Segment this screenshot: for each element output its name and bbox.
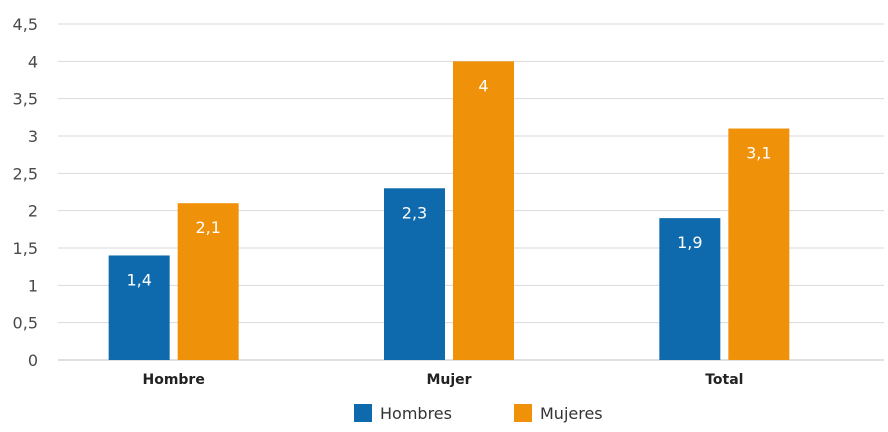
- bar-hombres-mujer: [384, 188, 445, 360]
- data-label: 1,4: [126, 270, 151, 289]
- data-label: 2,3: [402, 203, 427, 222]
- bar-mujeres-mujer: [453, 61, 514, 360]
- x-axis-category-labels: Hombre Mujer Total: [142, 372, 743, 388]
- y-tick-label: 4,5: [13, 15, 38, 34]
- bar-mujeres-hombre: [177, 203, 239, 360]
- data-labels: 1,4 2,1 2,3 4 1,9 3,1: [126, 76, 771, 289]
- category-label: Hombre: [142, 372, 204, 388]
- bars: [108, 61, 790, 360]
- y-tick-label: 4: [28, 52, 38, 71]
- category-label: Mujer: [426, 372, 471, 388]
- y-tick-label: 3: [28, 127, 38, 146]
- y-tick-label: 0,5: [13, 314, 38, 333]
- legend-label-hombres: Hombres: [380, 404, 452, 423]
- legend-label-mujeres: Mujeres: [540, 404, 603, 423]
- data-label: 3,1: [746, 144, 771, 163]
- bar-mujeres-total: [728, 128, 790, 360]
- y-tick-label: 2,5: [13, 164, 38, 183]
- data-label: 2,1: [195, 218, 220, 237]
- y-axis-tick-labels: 0 0,5 1 1,5 2 2,5 3 3,5 4 4,5: [13, 15, 38, 370]
- y-tick-label: 3,5: [13, 90, 38, 109]
- bar-hombres-hombre: [108, 255, 170, 360]
- y-tick-label: 2: [28, 202, 38, 221]
- y-tick-label: 1: [28, 276, 38, 295]
- legend: Hombres Mujeres: [354, 404, 603, 423]
- data-label: 4: [478, 76, 488, 95]
- y-tick-label: 1,5: [13, 239, 38, 258]
- category-label: Total: [705, 372, 743, 388]
- legend-swatch-hombres: [354, 404, 372, 422]
- legend-swatch-mujeres: [514, 404, 532, 422]
- y-tick-label: 0: [28, 351, 38, 370]
- bar-hombres-total: [659, 218, 721, 360]
- data-label: 1,9: [677, 233, 702, 252]
